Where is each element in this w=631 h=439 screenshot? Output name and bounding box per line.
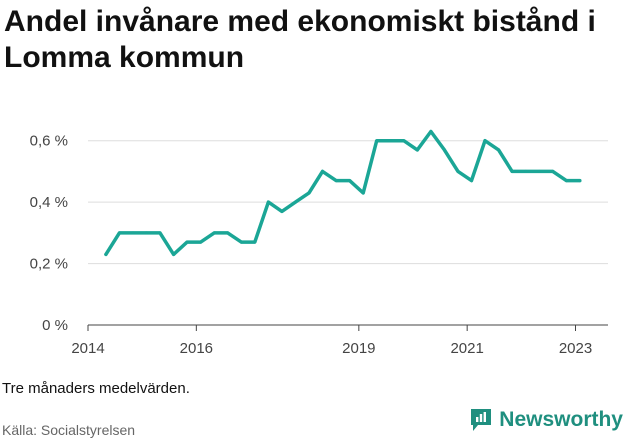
x-tick-label: 2016 (180, 340, 213, 357)
data-point (294, 200, 297, 204)
y-tick-label: 0,4 % (30, 194, 68, 211)
data-point (334, 179, 338, 183)
x-tick-label: 2023 (559, 340, 592, 357)
y-axis-ticks: 0 % 0,2 % 0,4 % 0,6 % (30, 133, 68, 334)
data-point (497, 148, 501, 152)
x-axis-ticks: 2014 2016 2019 2021 2023 (71, 325, 592, 357)
data-point (280, 209, 284, 213)
data-point (131, 231, 135, 235)
chart-title: Andel invånare med ekonomiskt bistånd i … (4, 5, 596, 74)
data-point (564, 179, 568, 183)
data-point (145, 231, 148, 235)
data-point (456, 169, 460, 173)
data-point (402, 139, 406, 143)
data-point (239, 240, 243, 244)
y-tick-label: 0,6 % (30, 133, 68, 150)
data-point (483, 139, 487, 143)
data-point (321, 169, 324, 173)
data-point (551, 169, 555, 173)
data-point (578, 179, 582, 183)
data-point (253, 240, 257, 244)
data-point (415, 148, 419, 152)
series-line (104, 129, 582, 257)
data-point (266, 200, 270, 204)
data-point (442, 148, 446, 152)
data-point (172, 252, 176, 256)
y-tick-label: 0 % (42, 317, 68, 334)
grid-lines (88, 140, 608, 265)
data-point (348, 179, 352, 183)
data-point (117, 231, 121, 235)
data-point (104, 252, 108, 256)
x-tick-label: 2019 (342, 340, 375, 357)
data-point (226, 231, 230, 235)
data-point (361, 191, 365, 195)
brand-name: Newsworthy (499, 408, 623, 431)
data-point (524, 169, 528, 173)
newsworthy-icon (471, 409, 492, 431)
line-chart: 0 % 0,2 % 0,4 % 0,6 % 2014 2016 2019 2021 2023 (30, 129, 608, 357)
data-point (470, 179, 473, 183)
data-point (375, 139, 379, 143)
series-layer (104, 129, 582, 257)
newsworthy-logo: Newsworthy (469, 407, 623, 433)
y-tick-label: 0,2 % (30, 256, 68, 273)
data-point (429, 130, 433, 133)
data-point (510, 169, 514, 173)
data-point (185, 240, 189, 244)
x-tick-label: 2014 (71, 340, 104, 357)
data-point (199, 240, 203, 244)
source-label: Källa: Socialstyrelsen (2, 422, 136, 438)
data-point (307, 191, 311, 195)
data-point (158, 231, 162, 235)
data-point (388, 139, 392, 143)
data-point (212, 231, 216, 235)
data-point (537, 169, 541, 173)
x-tick-label: 2021 (450, 340, 483, 357)
chart-note: Tre månaders medelvärden. (2, 380, 190, 397)
